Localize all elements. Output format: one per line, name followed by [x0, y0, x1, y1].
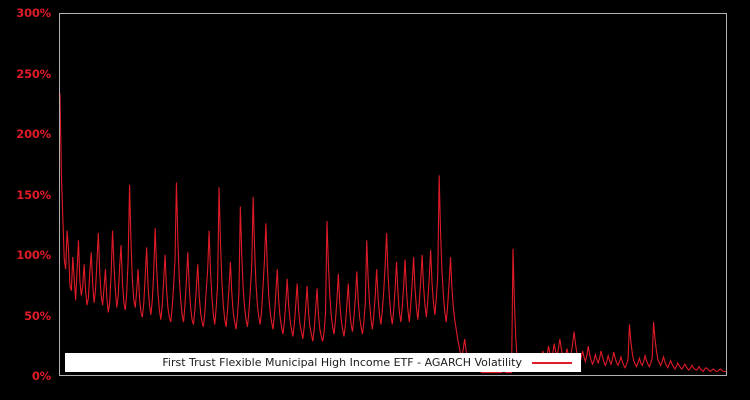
chart-legend: First Trust Flexible Municipal High Inco… — [65, 353, 581, 372]
legend-line-sample-icon — [532, 361, 572, 364]
y-tick-label: 50% — [24, 308, 51, 323]
y-axis-tick-labels: 0% 50% 100% 150% 200% 250% 300% — [0, 0, 59, 400]
y-tick-label: 200% — [16, 127, 51, 141]
y-tick-label: 250% — [16, 66, 51, 81]
y-tick-label: 300% — [16, 6, 51, 20]
volatility-series-svg — [60, 93, 726, 374]
agarch-volatility-line — [60, 93, 726, 374]
y-tick-label: 100% — [16, 248, 51, 262]
y-tick-label: 0% — [31, 369, 51, 383]
legend-label: First Trust Flexible Municipal High Inco… — [162, 356, 522, 369]
y-tick-label: 150% — [16, 187, 51, 202]
plot-area — [59, 13, 727, 376]
